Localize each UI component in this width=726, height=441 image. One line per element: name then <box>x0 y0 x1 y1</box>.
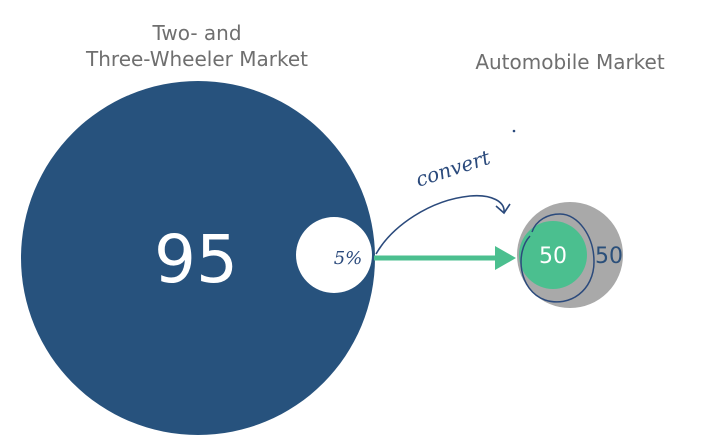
handwritten-convert-text: convert <box>413 145 494 192</box>
two-three-wheeler-label-line1: Two- and <box>152 21 242 45</box>
cutout-handwritten-value: 5% <box>334 248 363 269</box>
cutout-circle <box>296 217 372 293</box>
two-three-wheeler-value: 95 <box>154 221 238 298</box>
automobile-inner-value: 50 <box>539 244 567 269</box>
two-three-wheeler-market-label: Two- and Three-Wheeler Market <box>40 20 354 72</box>
automobile-market-label: Automobile Market <box>475 50 665 74</box>
handwritten-curve-arrow <box>375 194 505 255</box>
handwritten-loop <box>520 213 595 303</box>
two-three-wheeler-circle <box>21 81 375 435</box>
two-three-wheeler-label-line2: Three-Wheeler Market <box>86 47 308 71</box>
conversion-arrow-head <box>495 246 516 270</box>
automobile-inner-circle <box>519 221 587 289</box>
handwritten-curve-arrowhead <box>495 203 511 215</box>
handwritten-dot <box>512 129 516 133</box>
automobile-outer-value: 50 <box>595 244 623 269</box>
